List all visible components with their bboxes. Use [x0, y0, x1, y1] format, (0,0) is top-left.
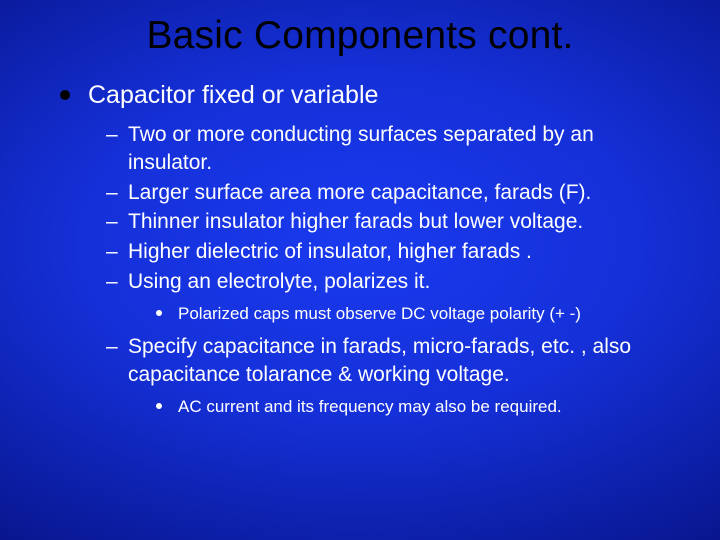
bullet-l1-text: Capacitor fixed or variable: [88, 81, 378, 109]
bullet-list-level1: Capacitor fixed or variable Two or more …: [40, 80, 680, 419]
bullet-l2-text: Thinner insulator higher farads but lowe…: [128, 210, 583, 233]
bullet-l2-item: Higher dielectric of insulator, higher f…: [106, 238, 680, 266]
bullet-l2-text: Using an electrolyte, polarizes it.: [128, 270, 430, 293]
bullet-l2-text: Larger surface area more capacitance, fa…: [128, 181, 591, 204]
bullet-l3-item: AC current and its frequency may also be…: [156, 395, 680, 419]
bullet-l2-text: Higher dielectric of insulator, higher f…: [128, 240, 532, 263]
slide-container: Basic Components cont. Capacitor fixed o…: [0, 0, 720, 540]
bullet-l2-item: Thinner insulator higher farads but lowe…: [106, 208, 680, 236]
bullet-l2-text: Specify capacitance in farads, micro-far…: [128, 335, 631, 386]
bullet-l2-item: Two or more conducting surfaces separate…: [106, 121, 680, 176]
bullet-l1-item: Capacitor fixed or variable Two or more …: [60, 80, 680, 419]
bullet-l2-item: Larger surface area more capacitance, fa…: [106, 179, 680, 207]
bullet-l3-text: Polarized caps must observe DC voltage p…: [178, 304, 581, 323]
bullet-list-level3: Polarized caps must observe DC voltage p…: [128, 302, 680, 326]
bullet-list-level3: AC current and its frequency may also be…: [128, 395, 680, 419]
bullet-l2-text: Two or more conducting surfaces separate…: [128, 123, 594, 174]
bullet-l2-item: Using an electrolyte, polarizes it. Pola…: [106, 268, 680, 326]
bullet-list-level2: Two or more conducting surfaces separate…: [88, 121, 680, 418]
bullet-l3-text: AC current and its frequency may also be…: [178, 397, 562, 416]
bullet-l2-item: Specify capacitance in farads, micro-far…: [106, 333, 680, 418]
bullet-l3-item: Polarized caps must observe DC voltage p…: [156, 302, 680, 326]
slide-title: Basic Components cont.: [40, 14, 680, 58]
